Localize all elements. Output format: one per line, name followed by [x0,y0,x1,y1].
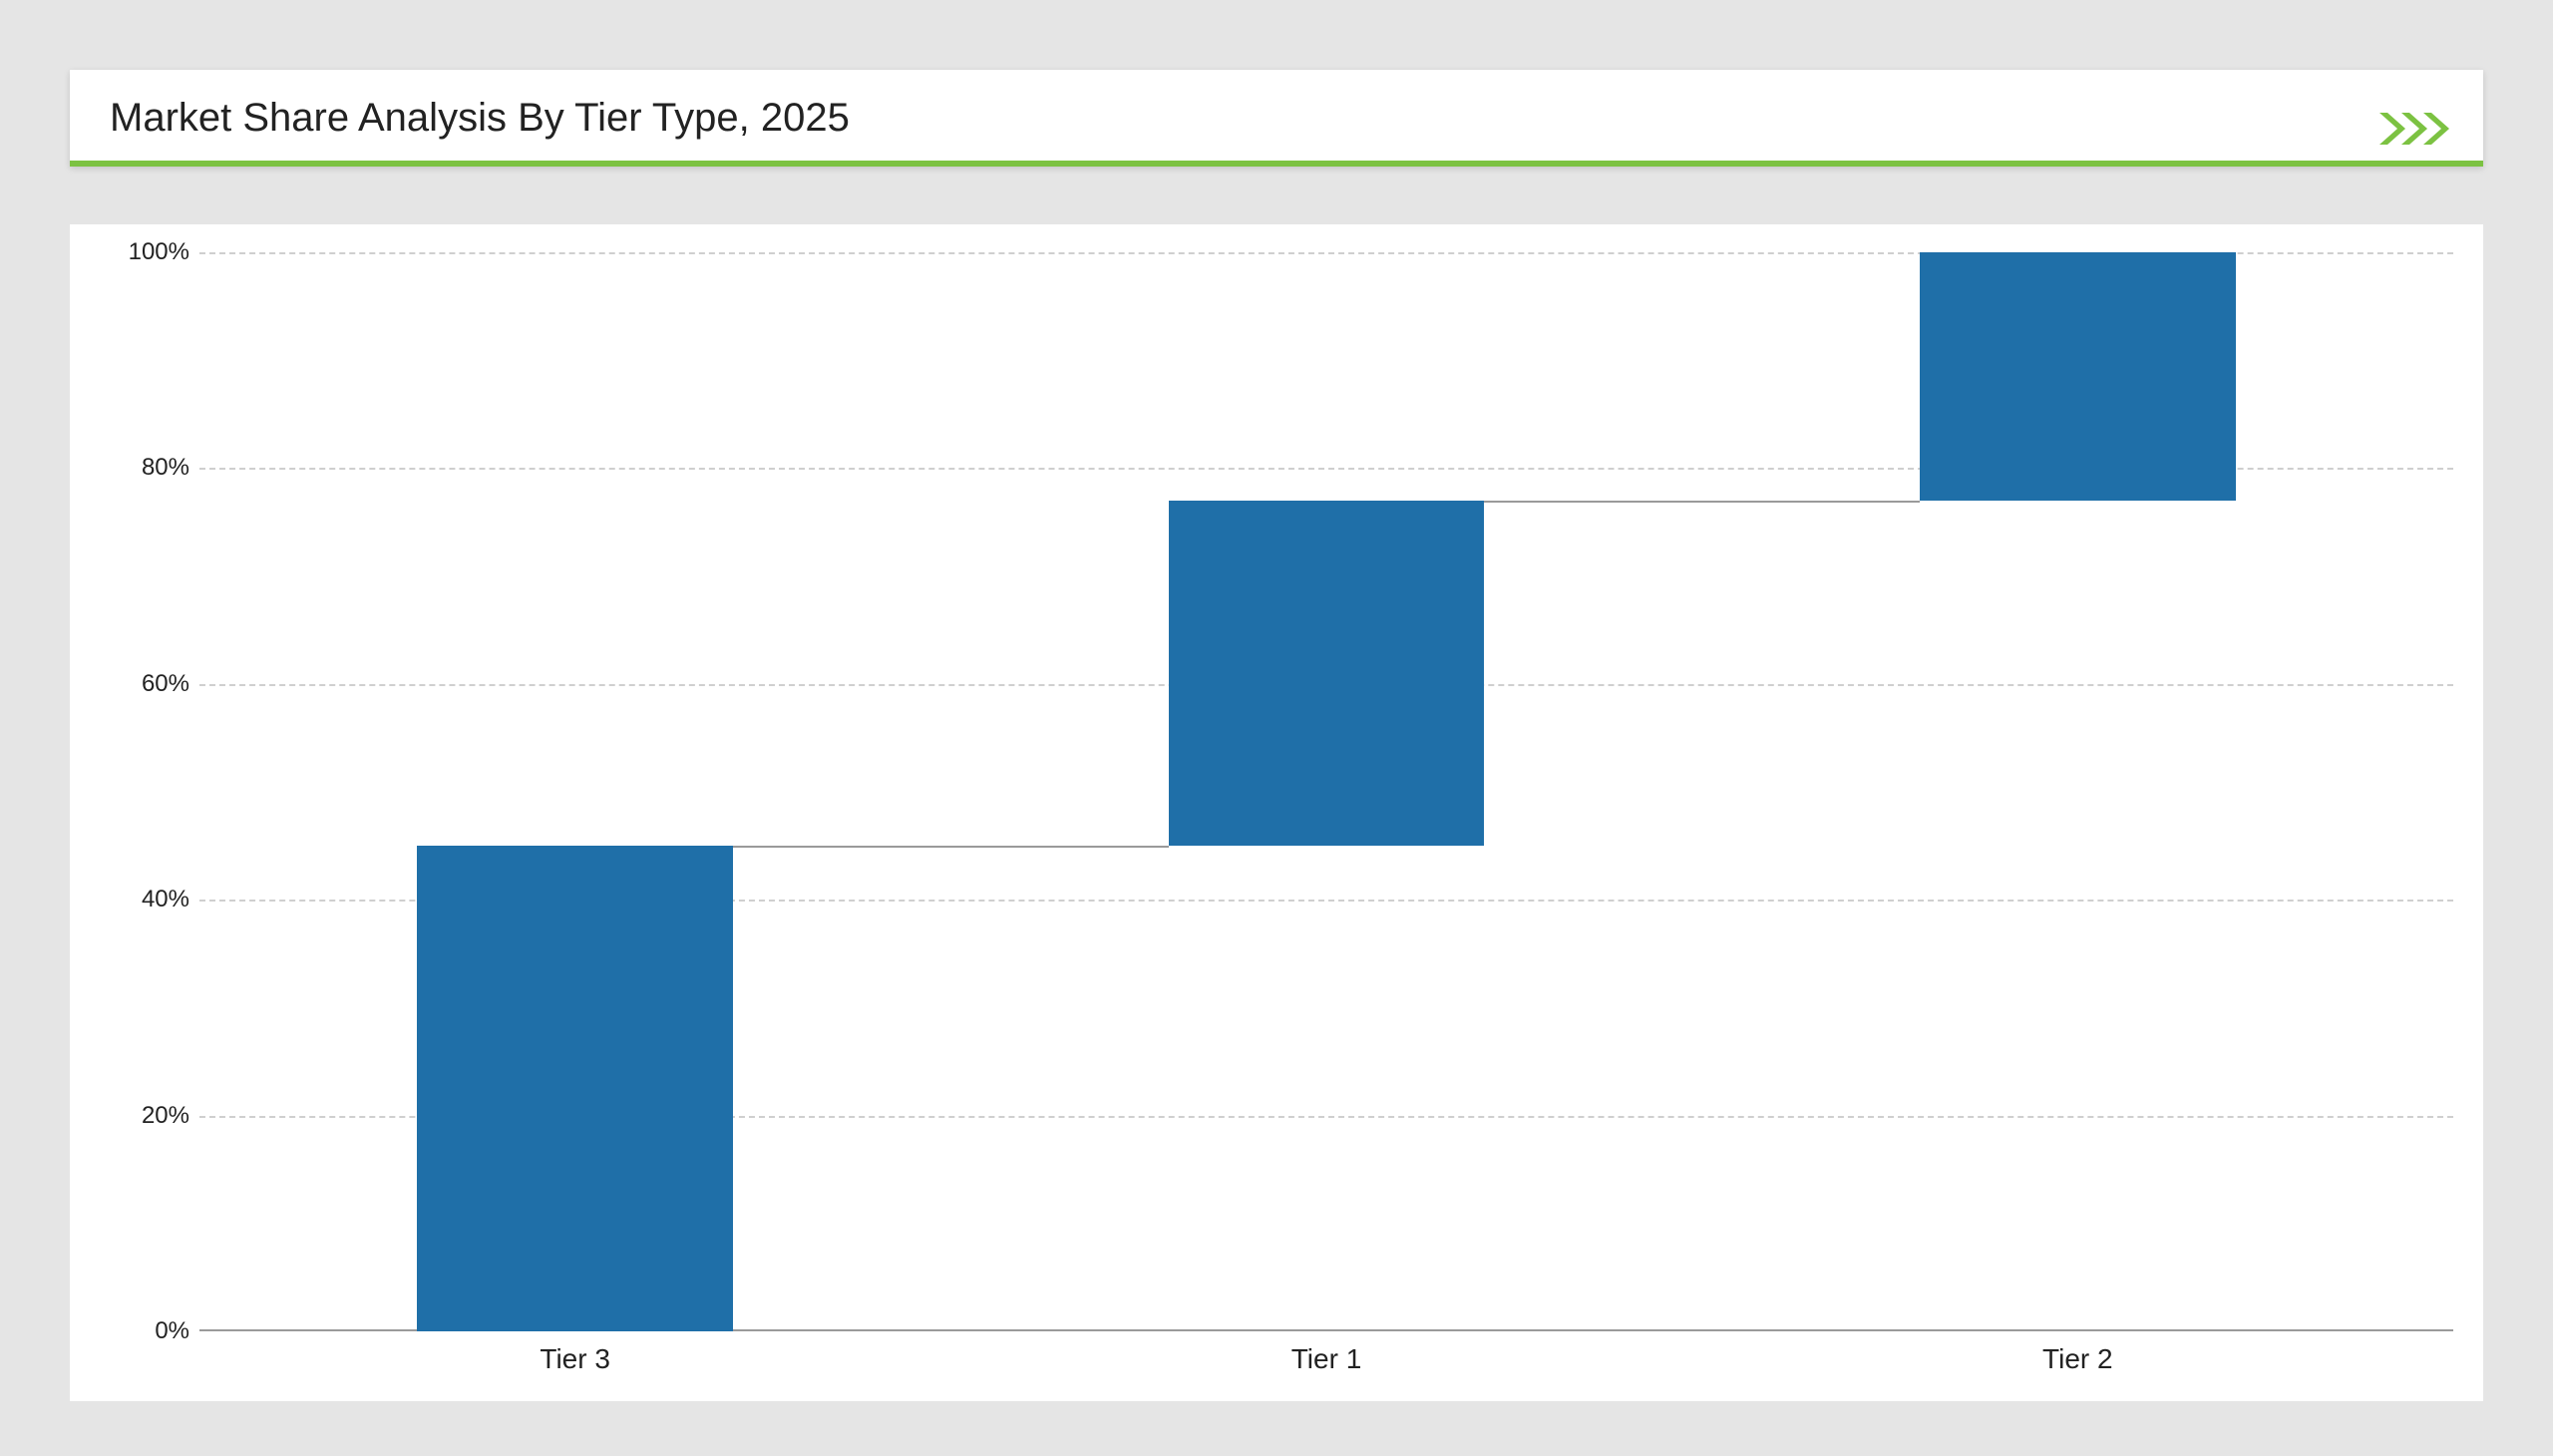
waterfall-connector [733,846,1169,848]
plot-area: 0%20%40%60%80%100%Tier 3Tier 1Tier 2 [199,252,2453,1331]
y-axis-tick-label: 100% [100,238,189,266]
y-axis-tick-label: 40% [100,886,189,913]
chart-card: Market Share Analysis By Tier Type, 2025 [70,70,2483,167]
chart-container: 0% 20% 40% 60% 80% 100% Tier 3 Tier 1 Tier 2 [70,224,2483,1401]
x-axis-category-label: Tier 1 [1291,1343,1362,1375]
card-title: Market Share Analysis By Tier Type, 2025 [110,96,2443,141]
x-axis-category-label: Tier 2 [2042,1343,2113,1375]
waterfall-bar [1920,252,2235,501]
y-axis-tick-label: 80% [100,454,189,482]
y-axis-tick-label: 20% [100,1102,189,1130]
y-axis-tick-label: 60% [100,670,189,698]
card-header: Market Share Analysis By Tier Type, 2025 [70,70,2483,167]
waterfall-bar [417,846,732,1331]
x-axis-category-label: Tier 3 [540,1343,610,1375]
chevrons-icon [2379,113,2453,145]
y-axis-tick-label: 0% [100,1317,189,1345]
waterfall-bar [1169,501,1484,846]
waterfall-connector [1484,501,1920,503]
